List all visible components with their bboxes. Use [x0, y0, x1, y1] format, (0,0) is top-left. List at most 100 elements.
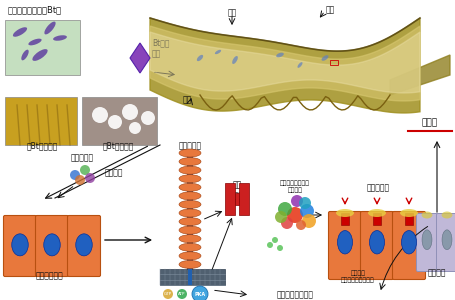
Ellipse shape	[179, 183, 201, 191]
Ellipse shape	[369, 230, 384, 254]
FancyBboxPatch shape	[360, 212, 393, 280]
Text: GTP: GTP	[164, 292, 172, 296]
Circle shape	[274, 211, 286, 223]
FancyBboxPatch shape	[67, 215, 100, 277]
Ellipse shape	[440, 212, 451, 218]
Polygon shape	[150, 18, 419, 113]
FancyBboxPatch shape	[4, 215, 36, 277]
Ellipse shape	[179, 218, 201, 226]
Circle shape	[280, 217, 293, 229]
Bar	[234, 193, 238, 205]
Ellipse shape	[44, 22, 56, 34]
Ellipse shape	[179, 175, 201, 183]
Circle shape	[75, 175, 85, 185]
Text: Bt晶体
毒素: Bt晶体 毒素	[152, 38, 169, 58]
Text: 咽下: 咽下	[182, 95, 192, 104]
Bar	[82, 97, 157, 145]
FancyBboxPatch shape	[415, 214, 436, 272]
Text: ATP: ATP	[178, 292, 185, 296]
Ellipse shape	[335, 209, 353, 217]
Ellipse shape	[297, 62, 302, 68]
Ellipse shape	[44, 234, 60, 256]
Ellipse shape	[179, 166, 201, 174]
Ellipse shape	[12, 234, 28, 256]
Polygon shape	[389, 55, 449, 95]
Text: 细胞坏死: 细胞坏死	[427, 268, 445, 277]
Text: 钙黏着蛋白: 钙黏着蛋白	[178, 141, 201, 150]
Bar	[5, 97, 77, 145]
Bar	[340, 213, 348, 225]
Circle shape	[286, 207, 302, 223]
Circle shape	[299, 204, 313, 218]
Text: 苏云金杆菌基因（Bt）: 苏云金杆菌基因（Bt）	[8, 5, 62, 14]
Circle shape	[267, 242, 273, 248]
Polygon shape	[130, 43, 150, 73]
Text: 转Bt基因玉米: 转Bt基因玉米	[26, 141, 58, 150]
Text: 细胞坏死通路激活: 细胞坏死通路激活	[276, 290, 313, 299]
Bar	[187, 155, 192, 275]
Text: 膜重白插人: 膜重白插人	[366, 183, 389, 192]
Bar	[224, 183, 234, 215]
Bar	[160, 269, 224, 285]
Ellipse shape	[421, 212, 431, 218]
Text: 活化: 活化	[325, 5, 334, 14]
Bar	[372, 213, 380, 225]
Ellipse shape	[13, 27, 27, 37]
FancyBboxPatch shape	[392, 212, 425, 280]
Text: 穿孔导致
渗透性细胞溶菌作用: 穿孔导致 渗透性细胞溶菌作用	[340, 270, 374, 283]
Bar	[404, 213, 412, 225]
Ellipse shape	[32, 49, 47, 61]
Text: 毒素单体: 毒素单体	[105, 168, 123, 177]
Ellipse shape	[197, 55, 203, 61]
Ellipse shape	[179, 192, 201, 200]
Bar	[329, 60, 337, 65]
Ellipse shape	[179, 158, 201, 166]
Ellipse shape	[179, 226, 201, 234]
Text: 败血症: 败血症	[421, 118, 437, 127]
Circle shape	[108, 115, 122, 129]
Polygon shape	[150, 32, 419, 93]
Bar	[238, 183, 248, 215]
Circle shape	[70, 170, 80, 180]
Circle shape	[162, 289, 172, 299]
Ellipse shape	[179, 235, 201, 243]
Circle shape	[92, 107, 108, 123]
Ellipse shape	[276, 53, 283, 57]
Text: PKA: PKA	[194, 292, 205, 296]
Circle shape	[192, 286, 207, 300]
Bar	[5, 20, 80, 75]
Ellipse shape	[179, 252, 201, 260]
Ellipse shape	[399, 209, 417, 217]
Polygon shape	[150, 26, 419, 101]
Circle shape	[141, 111, 155, 125]
Ellipse shape	[179, 149, 201, 157]
Circle shape	[278, 202, 291, 216]
Ellipse shape	[232, 56, 238, 64]
Circle shape	[122, 104, 138, 120]
Circle shape	[129, 122, 141, 134]
Ellipse shape	[28, 39, 41, 45]
FancyBboxPatch shape	[35, 215, 68, 277]
Ellipse shape	[400, 230, 415, 254]
Ellipse shape	[179, 200, 201, 208]
Circle shape	[298, 197, 310, 209]
Ellipse shape	[421, 230, 431, 250]
Bar	[187, 269, 192, 285]
Ellipse shape	[441, 230, 451, 250]
Ellipse shape	[337, 230, 352, 254]
Ellipse shape	[179, 260, 201, 268]
Circle shape	[85, 173, 95, 183]
Circle shape	[271, 237, 278, 243]
Ellipse shape	[21, 50, 29, 60]
Circle shape	[276, 245, 283, 251]
FancyBboxPatch shape	[328, 212, 361, 280]
Circle shape	[301, 214, 315, 228]
Circle shape	[177, 289, 187, 299]
Text: 糖暴化磷脂酰肌醇
锚定蛋白: 糖暴化磷脂酰肌醇 锚定蛋白	[279, 180, 309, 193]
Text: 毒素
低聚物: 毒素 低聚物	[230, 181, 243, 200]
Ellipse shape	[321, 55, 328, 61]
Ellipse shape	[179, 243, 201, 251]
Text: 与受体绑定: 与受体绑定	[70, 153, 93, 162]
Circle shape	[290, 195, 302, 207]
Ellipse shape	[214, 50, 221, 54]
